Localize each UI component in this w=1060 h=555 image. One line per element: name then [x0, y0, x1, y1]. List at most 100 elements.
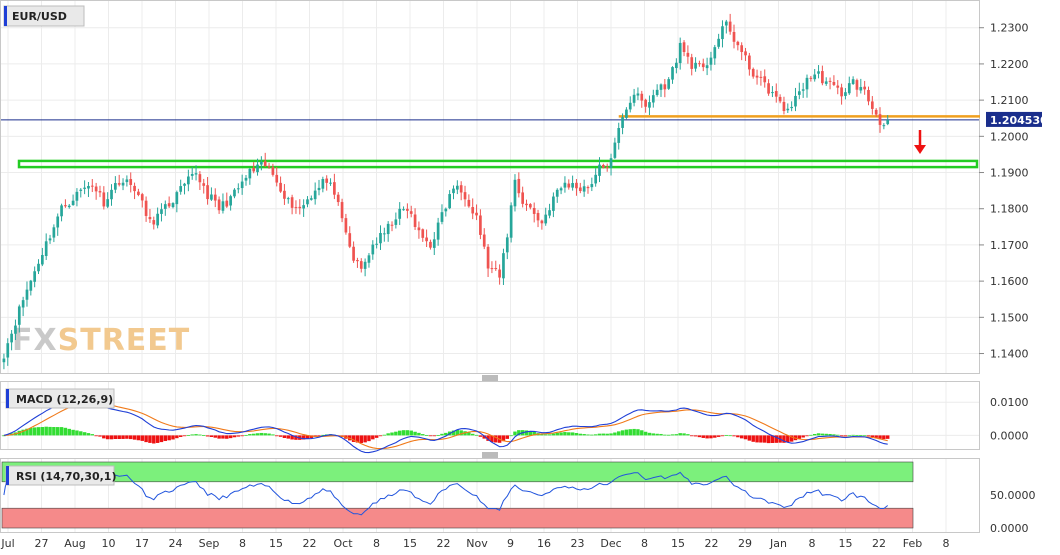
candle-body-down [202, 183, 206, 186]
macd-histogram-bar-positive [682, 433, 686, 436]
macd-histogram-bar-negative [113, 435, 118, 440]
macd-histogram-bar-positive [421, 434, 425, 436]
candle-body-down [605, 167, 609, 169]
macd-histogram-bar-negative [128, 435, 133, 440]
macd-histogram-bar-positive [21, 429, 25, 436]
candle-body-up [386, 223, 390, 235]
candle-body-down [267, 166, 271, 168]
macd-histogram-bar-positive [459, 430, 463, 436]
rsi-oversold-zone [1, 507, 914, 529]
candle-body-down [390, 224, 394, 226]
time-tick-label: 22 [303, 537, 317, 550]
macd-histogram-bar-positive [67, 428, 71, 436]
candle-body-down [336, 194, 340, 203]
macd-histogram-bar-positive [628, 429, 632, 436]
macd-histogram-bar-negative [175, 435, 179, 439]
candle-body-down [409, 211, 413, 214]
time-tick-label: 22 [705, 537, 719, 550]
macd-histogram-bar-positive [828, 433, 832, 436]
candle-body-up [882, 125, 886, 127]
macd-legend[interactable]: MACD (12,26,9) [5, 388, 115, 409]
candle-body-down [686, 52, 690, 57]
candle-body-up [801, 89, 805, 91]
candle-body-up [786, 108, 790, 111]
macd-histogram-bar-positive [382, 434, 387, 436]
macd-histogram-bar-positive [186, 435, 191, 436]
candle-body-up [221, 201, 225, 211]
macd-tick-label: 0.0100 [990, 396, 1029, 409]
candle-body-down [340, 202, 344, 219]
macd-histogram-bar-negative [152, 435, 156, 444]
candle-body-up [121, 182, 125, 186]
candle-body-up [713, 47, 717, 59]
macd-histogram-bar-positive [436, 435, 440, 436]
candle-body-up [286, 198, 290, 200]
macd-histogram-bar-positive [267, 433, 271, 436]
candle-body-up [210, 194, 213, 200]
macd-histogram-bar-negative [132, 435, 137, 440]
macd-histogram-bar-positive [559, 432, 563, 436]
macd-histogram-bar-positive [190, 434, 194, 436]
candle-body-down [148, 217, 152, 220]
candle-body-up [671, 67, 674, 80]
candle-body-up [452, 188, 455, 194]
candle-body-up [455, 185, 459, 190]
candle-body-down [774, 91, 778, 97]
candle-body-down [778, 96, 782, 102]
candle-body-up [598, 164, 601, 176]
candle-body-down [578, 187, 582, 192]
macd-histogram-bar-positive [601, 433, 606, 436]
price-tick-label: 1.1600 [990, 275, 1029, 288]
macd-histogram-bar-negative [182, 435, 187, 437]
bearish-arrow [914, 130, 926, 154]
candle-body-up [394, 219, 398, 225]
macd-panel-resize-handle[interactable] [482, 375, 498, 381]
symbol-legend[interactable]: EUR/USD [3, 5, 85, 27]
macd-histogram-bar-positive [832, 434, 836, 436]
macd-histogram-bar-positive [90, 434, 95, 436]
candle-body-down [263, 161, 267, 167]
macd-histogram-bar-positive [263, 433, 267, 436]
rsi-panel-resize-handle[interactable] [482, 452, 498, 458]
candle-body-down [459, 185, 463, 193]
candle-body-up [844, 92, 847, 96]
macd-histogram-bar-negative [482, 435, 486, 439]
macd-histogram-bar-positive [605, 433, 609, 436]
candle-body-up [125, 179, 129, 183]
candle-body-up [544, 214, 548, 224]
candle-body-up [10, 333, 13, 343]
candle-body-down [698, 63, 701, 65]
candle-body-down [271, 167, 275, 175]
macd-histogram-bar-negative [770, 435, 775, 443]
macd-histogram-bar-positive [509, 435, 513, 437]
macd-histogram-bar-negative [763, 435, 767, 443]
candle-body-up [678, 42, 682, 64]
candle-body-down [344, 218, 348, 233]
macd-histogram-bar-negative [163, 435, 168, 442]
candle-body-down [140, 194, 144, 201]
macd-histogram-bar-positive [386, 433, 390, 436]
candle-body-down [682, 42, 686, 52]
candle-body-down [740, 45, 744, 53]
candle-body-down [98, 191, 102, 193]
candle-body-up [625, 109, 628, 118]
macd-histogram-bar-positive [467, 432, 471, 436]
price-tick-label: 1.2300 [990, 22, 1029, 35]
macd-histogram-bar-positive [728, 435, 732, 437]
candle-body-down [206, 185, 209, 200]
rsi-tick-label: 50.0000 [990, 489, 1036, 502]
rsi-legend[interactable]: RSI (14,70,30,1) [5, 465, 116, 486]
candle-body-down [482, 234, 486, 247]
macd-histogram-bar-negative [209, 435, 214, 437]
macd-histogram-bar-negative [278, 435, 283, 437]
macd-histogram-bar-negative [102, 435, 106, 439]
macd-histogram-bar-positive [451, 430, 456, 436]
macd-histogram-bar-positive [724, 434, 729, 436]
macd-histogram-bar-negative [171, 435, 175, 440]
macd-histogram-bar-positive [394, 431, 398, 436]
macd-histogram-bar-positive [194, 434, 198, 436]
macd-histogram-bar-positive [40, 427, 45, 436]
macd-histogram-bar-positive [555, 432, 559, 436]
rsi-label: RSI (14,70,30,1) [16, 470, 116, 483]
